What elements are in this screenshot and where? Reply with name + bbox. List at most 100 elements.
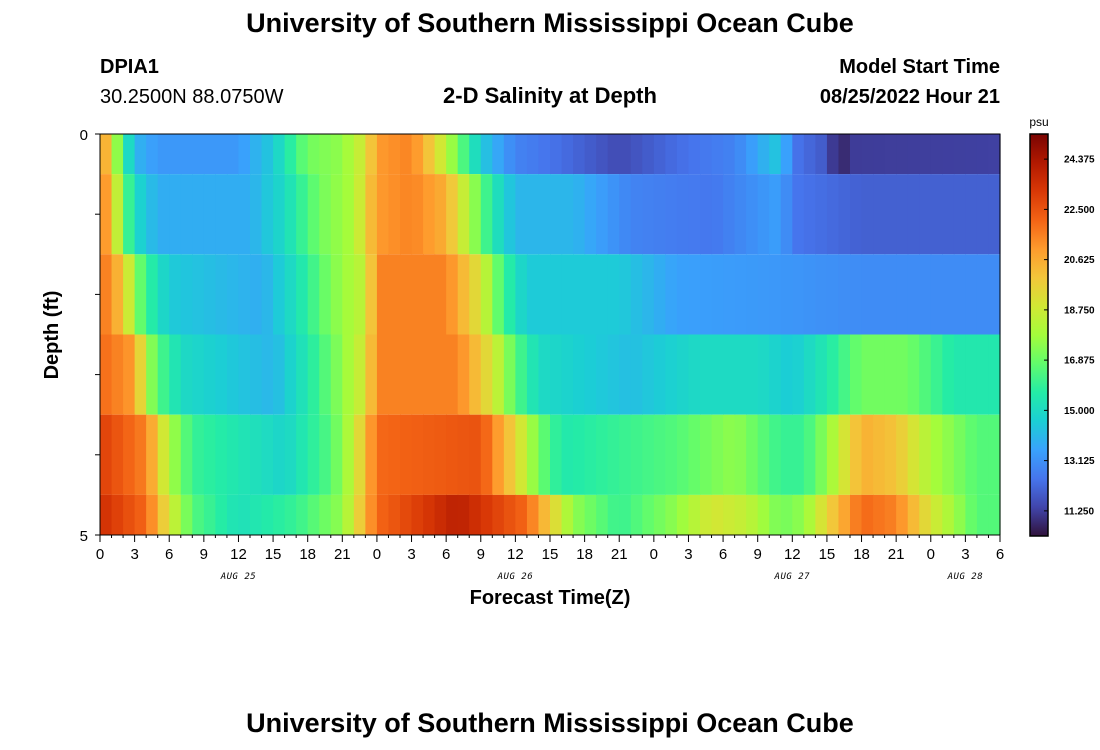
heatmap-cell-d1-h61 <box>803 174 816 255</box>
heatmap-cell-d0-h24 <box>376 134 390 175</box>
heatmap-cell-d1-h13 <box>250 174 263 255</box>
heatmap-cell-d0-h19 <box>319 134 332 175</box>
date-label: AUG 25 <box>220 572 257 582</box>
heatmap-cell-d0-h3 <box>134 134 147 175</box>
heatmap-cell-d0-h27 <box>411 134 424 175</box>
heatmap-cell-d3-h4 <box>146 334 159 415</box>
heatmap-cell-d5-h43 <box>596 494 609 535</box>
heatmap-cell-d3-h60 <box>792 334 805 415</box>
heatmap-cell-d5-h0 <box>100 494 113 535</box>
heatmap-cell-d0-h12 <box>238 134 251 175</box>
heatmap-cell-d5-h74 <box>953 494 966 535</box>
heatmap-cell-d5-h71 <box>919 494 932 535</box>
heatmap-cell-d5-h56 <box>746 494 759 535</box>
heatmap-cell-d0-h2 <box>123 134 136 175</box>
heatmap-cell-d3-h25 <box>388 334 401 415</box>
heatmap-cell-d0-h35 <box>503 134 516 175</box>
heatmap-cell-d0-h7 <box>180 134 193 175</box>
x-tick-label: 21 <box>334 546 351 563</box>
heatmap-cell-d4-h70 <box>907 414 920 495</box>
x-tick-label: 3 <box>961 546 969 563</box>
heatmap-cell-d5-h57 <box>757 494 770 535</box>
heatmap-cell-d5-h30 <box>446 494 459 535</box>
heatmap-cell-d5-h39 <box>550 494 563 535</box>
heatmap-cell-d0-h69 <box>896 134 909 175</box>
heatmap-cell-d0-h55 <box>734 134 747 175</box>
heatmap-cell-d3-h31 <box>457 334 470 415</box>
heatmap-cell-d2-h42 <box>584 254 597 335</box>
heatmap-cell-d3-h47 <box>642 334 655 415</box>
model-start-label: Model Start Time <box>839 56 1000 78</box>
heatmap-cell-d2-h9 <box>203 254 216 335</box>
heatmap-cell-d2-h40 <box>561 254 574 335</box>
station-location: 30.2500N 88.0750W <box>100 86 284 108</box>
heatmap-cell-d2-h46 <box>630 254 643 335</box>
heatmap-cell-d4-h54 <box>723 414 736 495</box>
heatmap-cell-d2-h77 <box>988 254 1001 335</box>
heatmap-cell-d2-h13 <box>250 254 263 335</box>
heatmap-cell-d5-h5 <box>157 494 170 535</box>
heatmap-cell-d3-h15 <box>273 334 286 415</box>
x-tick-label: 15 <box>542 546 559 563</box>
heatmap-cell-d5-h44 <box>607 494 620 535</box>
heatmap-cell-d2-h3 <box>134 254 147 335</box>
heatmap-cell-d2-h54 <box>723 254 736 335</box>
heatmap-cell-d0-h8 <box>192 134 205 175</box>
heatmap-cell-d2-h65 <box>850 254 863 335</box>
heatmap-cell-d3-h64 <box>838 334 851 415</box>
heatmap-cell-d0-h71 <box>919 134 932 175</box>
heatmap-cell-d5-h12 <box>238 494 251 535</box>
heatmap-cell-d0-h58 <box>769 134 782 175</box>
x-tick-label: 0 <box>96 546 104 563</box>
heatmap-cell-d2-h16 <box>284 254 297 335</box>
heatmap-cell-d1-h62 <box>815 174 828 255</box>
heatmap-cell-d2-h56 <box>746 254 759 335</box>
heatmap-cell-d2-h49 <box>665 254 678 335</box>
heatmap-cell-d1-h12 <box>238 174 251 255</box>
heatmap-cell-d2-h7 <box>180 254 193 335</box>
heatmap-cell-d3-h73 <box>942 334 955 415</box>
heatmap-cell-d3-h76 <box>976 334 990 415</box>
heatmap-cell-d0-h25 <box>388 134 401 175</box>
heatmap-cell-d2-h32 <box>469 254 482 335</box>
heatmap-cell-d4-h44 <box>607 414 620 495</box>
heatmap-cell-d3-h43 <box>596 334 609 415</box>
heatmap-cell-d3-h46 <box>630 334 643 415</box>
heatmap-cell-d5-h54 <box>723 494 736 535</box>
heatmap-cell-d3-h52 <box>700 334 713 415</box>
model-start-value: 08/25/2022 Hour 21 <box>819 86 1000 108</box>
heatmap-cell-d5-h76 <box>976 494 990 535</box>
heatmap-cell-d1-h42 <box>584 174 597 255</box>
heatmap-cell-d5-h50 <box>676 494 690 535</box>
heatmap-cell-d3-h9 <box>203 334 216 415</box>
date-label: AUG 28 <box>947 572 984 582</box>
colorbar-tick-label: 22.500 <box>1064 205 1095 216</box>
colorbar-tick-label: 15.000 <box>1064 406 1095 417</box>
heatmap-cell-d4-h37 <box>526 414 540 495</box>
heatmap-cell-d4-h22 <box>353 414 366 495</box>
heatmap-cell-d0-h37 <box>526 134 540 175</box>
heatmap-cell-d3-h75 <box>965 334 978 415</box>
heatmap-cell-d2-h36 <box>515 254 528 335</box>
heatmap-cell-d2-h55 <box>734 254 747 335</box>
heatmap-cell-d3-h8 <box>192 334 205 415</box>
heatmap-cell-d2-h11 <box>226 254 240 335</box>
heatmap-cell-d4-h17 <box>296 414 309 495</box>
heatmap-cell-d5-h25 <box>388 494 401 535</box>
heatmap-cell-d3-h26 <box>400 334 413 415</box>
heatmap-cell-d3-h58 <box>769 334 782 415</box>
heatmap-cell-d0-h36 <box>515 134 528 175</box>
heatmap-cell-d5-h52 <box>700 494 713 535</box>
heatmap-cell-d4-h20 <box>330 414 343 495</box>
heatmap-cell-d0-h59 <box>780 134 793 175</box>
heatmap-cell-d5-h9 <box>203 494 216 535</box>
heatmap-cell-d1-h17 <box>296 174 309 255</box>
heatmap-cell-d0-h32 <box>469 134 482 175</box>
heatmap-cell-d0-h20 <box>330 134 343 175</box>
heatmap-cell-d0-h15 <box>273 134 286 175</box>
heatmap-cell-d1-h73 <box>942 174 955 255</box>
heatmap-cell-d5-h6 <box>169 494 182 535</box>
heatmap-cell-d0-h65 <box>850 134 863 175</box>
x-tick-label: 3 <box>684 546 692 563</box>
heatmap-cell-d1-h26 <box>400 174 413 255</box>
